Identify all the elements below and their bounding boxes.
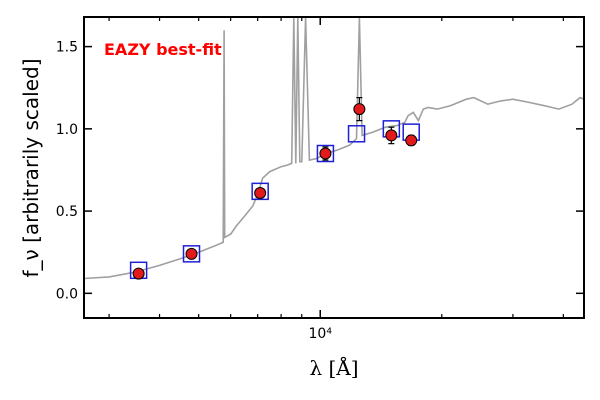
model-box <box>347 125 366 143</box>
model-box <box>251 182 269 201</box>
y-tick-label: 1.5 <box>56 40 78 56</box>
observed-point <box>405 134 418 147</box>
observed-point <box>185 247 198 260</box>
observed-point <box>385 129 398 142</box>
x-tick-label: 10⁴ <box>309 326 333 342</box>
y-tick-label: 0.5 <box>56 204 78 220</box>
model-box <box>316 144 335 163</box>
plot-background <box>84 17 584 318</box>
observed-layer <box>132 96 418 280</box>
annotation-label: EAZY best-fit <box>104 40 222 59</box>
observed-point <box>353 103 366 116</box>
model-box <box>182 245 201 263</box>
y-tick-label: 0.0 <box>56 286 78 302</box>
tick-layer: 0.0 0.5 1.0 1.5 10⁴ <box>56 17 584 342</box>
x-axis-label: λ [Å] <box>309 355 358 380</box>
plot-frame <box>83 16 585 319</box>
observed-point <box>254 186 267 199</box>
y-tick-label: 1.0 <box>56 122 78 138</box>
observed-point <box>132 267 145 280</box>
observed-point <box>319 147 332 160</box>
y-axis-label: f_ν [arbitrarily scaled] <box>19 59 43 278</box>
